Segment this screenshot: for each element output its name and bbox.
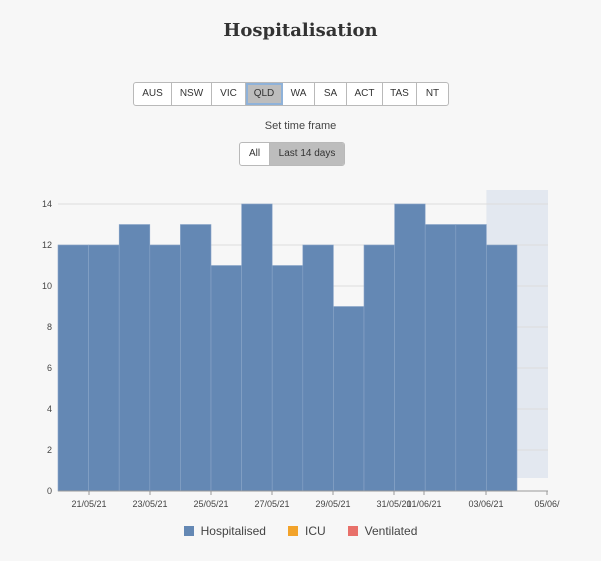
region-button-aus[interactable]: AUS	[134, 83, 172, 105]
bar-hospitalised	[363, 244, 395, 492]
bar-hospitalised	[210, 265, 242, 492]
hospitalisation-chart: 0 2 4 6 8 10 12 14 21/05/21 23/05/21 25/05/21 27/05…	[42, 190, 560, 509]
bar-hospitalised	[455, 224, 487, 492]
x-tick-label: 05/06/	[534, 499, 560, 509]
x-tick-label: 03/06/21	[468, 499, 503, 509]
bar-hospitalised	[271, 265, 304, 492]
bar-hospitalised	[118, 224, 151, 492]
y-tick-label: 4	[47, 404, 52, 414]
legend: Hospitalised ICU Ventilated	[0, 524, 601, 538]
x-tick-label: 23/05/21	[132, 499, 167, 509]
legend-label: ICU	[304, 524, 326, 538]
bar-hospitalised	[424, 224, 457, 492]
legend-swatch	[183, 526, 194, 536]
bar-hospitalised	[149, 244, 181, 492]
bar-hospitalised	[394, 203, 426, 492]
x-tick-label: 21/05/21	[71, 499, 106, 509]
region-button-vic[interactable]: VIC	[212, 83, 246, 105]
timeframe-last-14-days-button[interactable]: Last 14 days	[270, 143, 344, 165]
region-button-nsw[interactable]: NSW	[172, 83, 212, 105]
y-tick-label: 10	[42, 281, 52, 291]
legend-item-hospitalised[interactable]: Hospitalised	[183, 524, 266, 538]
x-tick-label: 25/05/21	[193, 499, 228, 509]
bar-hospitalised	[241, 203, 273, 492]
bar-hospitalised	[57, 244, 89, 492]
legend-item-icu[interactable]: ICU	[287, 524, 326, 538]
x-tick-label: 29/05/21	[315, 499, 350, 509]
x-tick-label: 31/05/21	[376, 499, 411, 509]
region-button-sa[interactable]: SA	[315, 83, 347, 105]
region-button-act[interactable]: ACT	[347, 83, 383, 105]
legend-swatch	[347, 526, 358, 536]
legend-label: Ventilated	[364, 524, 418, 538]
timeframe-label: Set time frame	[264, 120, 337, 132]
y-tick-label: 14	[42, 199, 52, 209]
x-tick-label: 27/05/21	[254, 499, 289, 509]
region-button-qld[interactable]: QLD	[246, 83, 283, 105]
y-tick-label: 8	[47, 322, 52, 332]
legend-label: Hospitalised	[200, 524, 266, 538]
x-tick-label: 01/06/21	[406, 499, 441, 509]
region-button-tas[interactable]: TAS	[383, 83, 417, 105]
bar-hospitalised	[333, 306, 365, 492]
timeframe-all-button[interactable]: All	[240, 143, 270, 165]
bar-hospitalised	[486, 244, 518, 492]
y-tick-label: 0	[47, 486, 52, 496]
bar-hospitalised	[88, 244, 120, 492]
timeframe-selector: All Last 14 days	[239, 142, 345, 166]
y-tick-label: 6	[47, 363, 52, 373]
region-button-wa[interactable]: WA	[283, 83, 315, 105]
y-tick-label: 12	[42, 240, 52, 250]
y-tick-label: 2	[47, 445, 52, 455]
bar-hospitalised	[302, 244, 334, 492]
chart-title: Hospitalisation	[223, 20, 378, 41]
region-button-nt[interactable]: NT	[425, 88, 440, 99]
legend-item-ventilated[interactable]: Ventilated	[347, 524, 418, 538]
region-selector: AUS NSW VIC QLD WA SA ACT TAS NT	[133, 82, 449, 106]
legend-swatch	[287, 526, 298, 536]
bar-hospitalised	[180, 224, 212, 492]
